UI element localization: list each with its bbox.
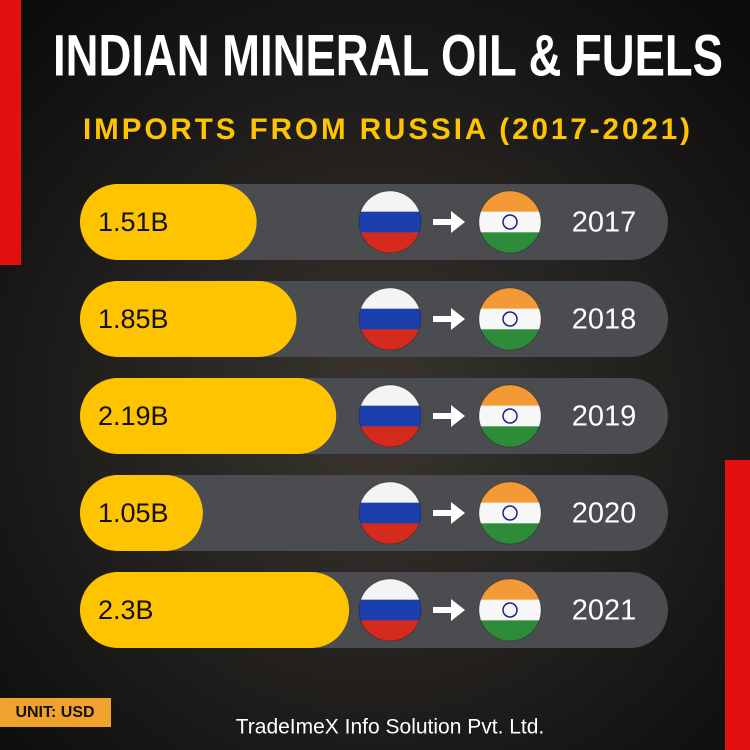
flag-stripe [359,385,421,407]
arrow [433,599,465,621]
flag-stripe [479,211,541,233]
unit-badge [0,698,111,727]
category-label: 2020 [572,498,637,530]
flag [358,384,422,448]
footer: TradeImeX Info Solution Pvt. Ltd. [236,716,545,739]
flag [358,578,422,642]
value-label: 1.05B [98,498,169,528]
flag-stripe [479,405,541,427]
flag-stripe [359,620,421,641]
flag-chakra [502,602,518,618]
flag-stripe [359,523,421,544]
flag-shine [478,190,542,254]
arrow [433,502,465,524]
rows: 1.51B 2017 1.85B 2018 2.19B 2019 1.05B 2020 2.3B… [80,184,668,648]
flag-chakra [502,214,518,230]
flag-stripe [479,191,541,213]
accent-stripe [725,460,750,750]
arrow [433,211,465,233]
flag-stripe [359,191,421,213]
flag-stripe [359,482,421,504]
flag-stripe [359,288,421,310]
flag-stripe [479,232,541,253]
flag-stripe [479,426,541,447]
flag-stripe [359,599,421,621]
flag [478,190,542,254]
value-label: 1.51B [98,207,169,237]
flag-stripe [359,502,421,524]
arrow [433,405,465,427]
category-label: 2017 [572,207,637,239]
flag-stripe [479,502,541,524]
flag [478,481,542,545]
flag-stripe [359,579,421,601]
flag [478,287,542,351]
bar [80,378,337,454]
flag-stripe [479,288,541,310]
flag-shine [358,287,422,351]
category-label: 2021 [572,595,637,627]
category-label: 2018 [572,304,637,336]
flag-stripe [359,405,421,427]
category-label: 2019 [572,401,637,433]
flag-shine [358,481,422,545]
flag-stripe [359,308,421,330]
value-label: 2.3B [98,595,154,625]
value-label: 1.85B [98,304,169,334]
flag-stripe [479,579,541,601]
flag-shine [478,481,542,545]
flag-chakra [502,505,518,521]
flag-shine [358,190,422,254]
flag-shine [478,287,542,351]
flag-stripe [479,482,541,504]
flag-stripe [359,329,421,350]
flag-stripe [359,426,421,447]
arrow [433,308,465,330]
flag-stripe [479,308,541,330]
bar [80,184,257,260]
flag-shine [478,578,542,642]
flag-stripe [479,329,541,350]
chart-title: INDIAN MINERAL OIL & FUELS [53,23,723,88]
flag [478,578,542,642]
bar [80,475,203,551]
flag-chakra [502,311,518,327]
flag-stripe [359,211,421,233]
flag-stripe [479,523,541,544]
value-label: 2.19B [98,401,169,431]
flag-shine [358,578,422,642]
flag-stripe [479,599,541,621]
flag-chakra [502,408,518,424]
flag [358,287,422,351]
flag-stripe [359,232,421,253]
flag-stripe [479,385,541,407]
flag [358,190,422,254]
unit-label: UNIT: USD [15,704,94,721]
flag-stripe [479,620,541,641]
bar [80,281,297,357]
flag [478,384,542,448]
flag-shine [478,384,542,448]
flag-shine [358,384,422,448]
accent-stripe [0,0,21,265]
chart-subtitle: IMPORTS FROM RUSSIA (2017-2021) [83,113,693,146]
bar [80,572,350,648]
flag [358,481,422,545]
